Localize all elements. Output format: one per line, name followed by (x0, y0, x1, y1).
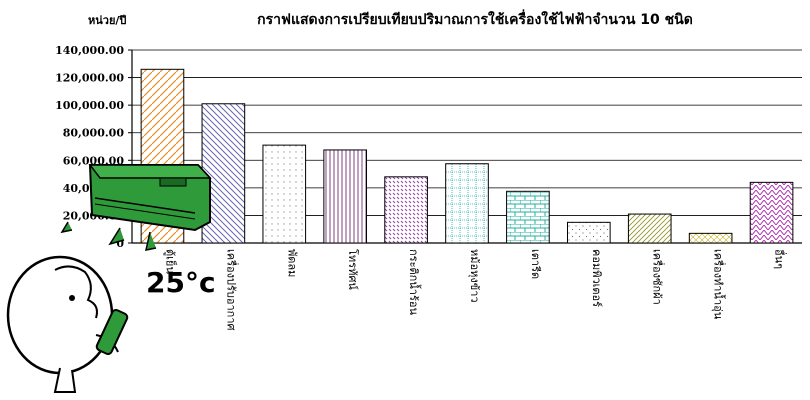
bar (384, 176, 428, 244)
bar (262, 144, 307, 244)
temperature-label: 25°c (146, 266, 216, 299)
bar (749, 181, 794, 244)
bar (506, 190, 550, 244)
category-label: หม้อหุงข้าว (468, 249, 481, 303)
category-label: เครื่องปรับอากาศ (224, 249, 239, 330)
bar (688, 232, 733, 244)
category-label: อื่นๆ (773, 249, 788, 269)
category-label: เตารีด (529, 249, 542, 279)
category-labels: ตู้เย็น เครื่องปรับอากาศ พัดลม โทรทัศน์ กระต… (163, 249, 787, 330)
y-tick-label: 0 (116, 237, 124, 250)
category-label: โทรทัศน์ (346, 249, 360, 290)
y-tick-label: 100,000.00 (55, 99, 124, 112)
category-label: ตู้เย็น (163, 249, 177, 274)
y-tick-label: 80,000.00 (63, 127, 125, 140)
category-label: เครื่องทำน้ำอุ่น (712, 249, 727, 320)
chart-title: กราฟแสดงการเปรียบเทียบปริมาณการใช้เครื่อ… (257, 9, 693, 28)
y-tick-label: 140,000.00 (55, 44, 124, 57)
bar (445, 163, 489, 244)
bar (567, 221, 611, 244)
category-label: กระติกน้ำร้อน (407, 249, 422, 315)
bar (323, 149, 368, 244)
category-label: คอมพิวเตอร์ (590, 249, 603, 307)
cartoon-person-illustration (6, 255, 129, 393)
air-conditioner-illustration (60, 164, 212, 251)
category-label: เครื่องซักผ้า (651, 249, 666, 305)
bar (627, 213, 672, 244)
y-axis-unit-label: หน่วย/ปี (88, 14, 126, 27)
y-tick-label: 120,000.00 (55, 72, 124, 85)
bars-group (140, 68, 794, 244)
category-label: พัดลม (285, 249, 298, 277)
